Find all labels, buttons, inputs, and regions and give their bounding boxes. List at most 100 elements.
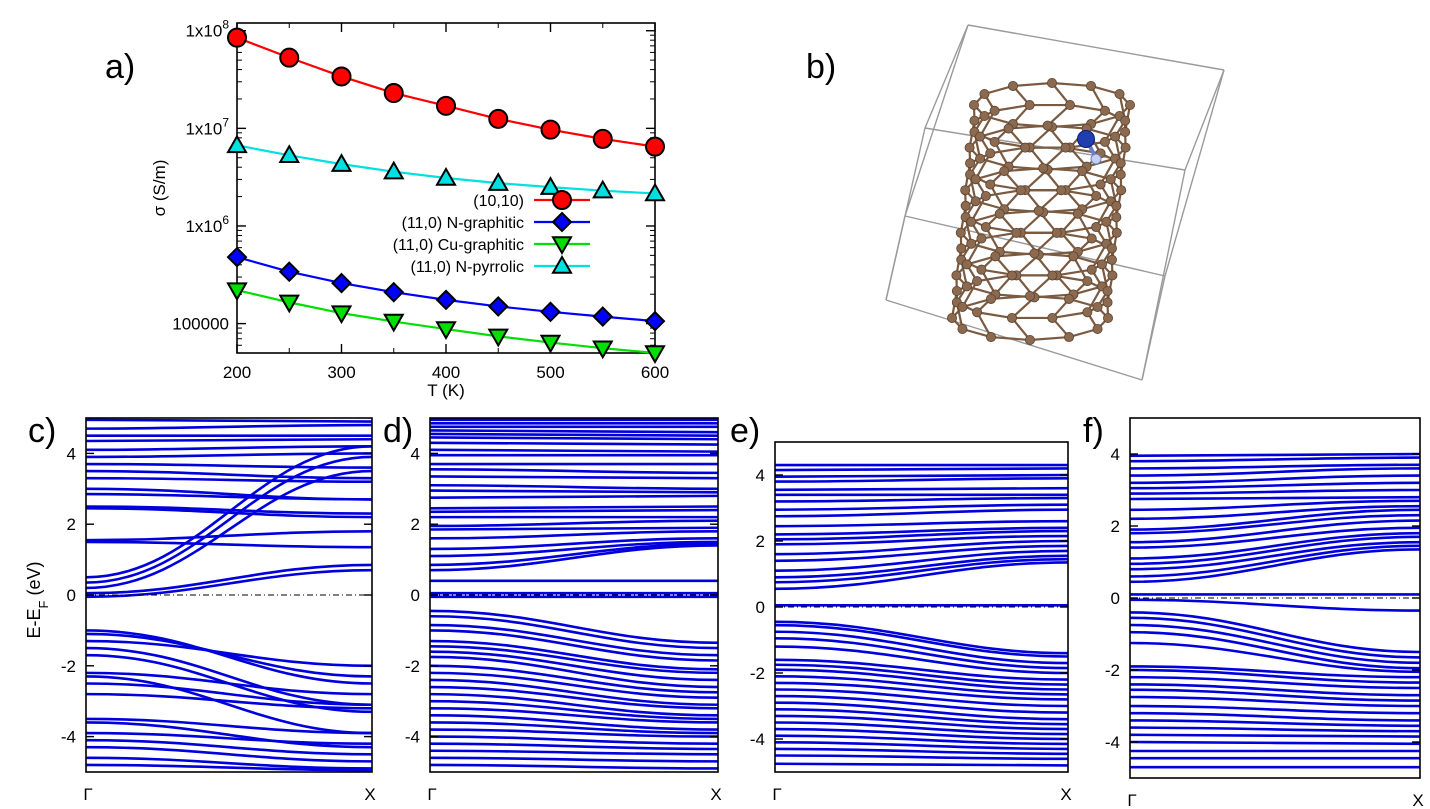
energy-band — [430, 650, 718, 682]
energy-band — [775, 658, 1068, 681]
carbon-atom — [1033, 205, 1044, 216]
energy-band — [775, 561, 1068, 591]
energy-band — [430, 475, 718, 480]
energy-band — [1130, 630, 1420, 670]
carbon-atom — [1007, 270, 1018, 281]
carbon-atom — [1047, 78, 1058, 89]
energy-band — [1130, 726, 1420, 733]
energy-band — [430, 756, 718, 763]
energy-band — [775, 741, 1068, 751]
data-point — [383, 83, 404, 104]
band-structure-d: -4 -2 0 2 4 Γ X — [405, 417, 722, 804]
energy-band — [86, 540, 372, 549]
x-tick-label-x: X — [364, 785, 375, 804]
energy-band — [1130, 544, 1420, 578]
x-tick-label-gamma: Γ — [1127, 791, 1136, 809]
energy-band — [86, 462, 372, 469]
c-c-bond — [1056, 268, 1092, 277]
carbon-atom — [1008, 80, 1019, 91]
energy-band — [1130, 508, 1420, 531]
energy-band — [775, 694, 1068, 714]
data-point — [487, 296, 509, 317]
c-c-bond — [1061, 225, 1097, 234]
carbon-atom — [980, 222, 991, 233]
c-c-bond — [985, 189, 1021, 198]
energy-band — [430, 645, 718, 675]
energy-band — [86, 682, 372, 707]
carbon-atom — [1114, 89, 1125, 100]
carbon-atom — [1092, 323, 1103, 334]
carbon-atom — [1099, 136, 1110, 147]
carbon-atom — [951, 286, 962, 297]
carbon-atom — [1068, 251, 1079, 262]
energy-band — [86, 717, 372, 735]
carbon-atom — [961, 259, 972, 270]
carbon-atom — [955, 227, 966, 238]
energy-band — [86, 563, 372, 595]
energy-band — [430, 542, 718, 567]
carbon-atom — [1086, 264, 1097, 275]
energy-band — [775, 762, 1068, 767]
data-point — [488, 108, 509, 129]
energy-band — [430, 448, 718, 453]
carbon-atom — [1064, 332, 1075, 343]
energy-band — [430, 508, 718, 514]
energy-band — [775, 645, 1068, 675]
energy-band — [1130, 695, 1420, 708]
energy-band — [430, 699, 718, 721]
energy-band — [86, 629, 372, 685]
panel-label-e: e) — [730, 412, 760, 450]
carbon-atom — [1015, 185, 1026, 196]
carbon-atom — [1111, 200, 1122, 211]
energy-band — [1130, 488, 1420, 495]
energy-band — [430, 629, 718, 662]
carbon-atom — [1096, 259, 1107, 270]
energy-band — [430, 432, 718, 437]
carbon-atom — [1101, 216, 1112, 227]
energy-band — [775, 754, 1068, 761]
energy-band — [775, 477, 1068, 483]
carbon-atom — [960, 185, 971, 196]
carbon-atom — [1125, 100, 1136, 111]
band-y-axis-label: E-EF (eV) — [24, 562, 51, 639]
bands — [86, 418, 372, 772]
energy-band — [775, 508, 1068, 518]
energy-band — [775, 727, 1068, 741]
carbon-atom — [956, 243, 967, 254]
data-point — [540, 119, 561, 140]
energy-band — [430, 742, 718, 751]
carbon-atom — [1102, 286, 1113, 297]
carbon-atom — [1007, 312, 1018, 323]
carbon-atom — [972, 276, 983, 287]
x-tick-label: 200 — [223, 363, 251, 382]
y-tick-label: 4 — [411, 444, 420, 463]
x-tick-label: 600 — [641, 363, 669, 382]
energy-band — [775, 539, 1068, 556]
band-y-axis-label-main: E-E — [24, 608, 44, 638]
carbon-atom — [1111, 227, 1122, 238]
data-point — [278, 261, 300, 283]
bands — [1130, 452, 1420, 769]
energy-band — [1130, 463, 1420, 470]
energy-band — [430, 609, 718, 645]
energy-band — [1130, 675, 1420, 690]
data-point — [539, 334, 562, 354]
energy-band — [1130, 452, 1420, 458]
carbon-atom — [975, 131, 986, 142]
y-tick-label: -4 — [405, 728, 420, 747]
energy-band — [86, 418, 372, 423]
y-tick-label: 0 — [1111, 589, 1120, 608]
energy-band — [1130, 616, 1420, 659]
energy-band — [1130, 519, 1420, 544]
energy-band — [775, 708, 1068, 726]
carbon-nanotube — [947, 78, 1136, 345]
carbon-atom — [951, 270, 962, 281]
energy-band — [86, 469, 372, 590]
energy-band — [430, 706, 718, 724]
c-c-bond — [1012, 81, 1053, 88]
energy-band — [430, 749, 718, 756]
energy-band — [775, 663, 1068, 686]
energy-band — [775, 534, 1068, 546]
